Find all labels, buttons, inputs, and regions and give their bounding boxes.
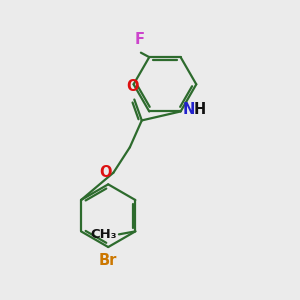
Text: O: O [127, 79, 139, 94]
Text: N: N [183, 103, 195, 118]
Text: CH₃: CH₃ [90, 228, 116, 241]
Text: O: O [99, 165, 111, 180]
Text: F: F [134, 32, 144, 47]
Text: H: H [194, 103, 206, 118]
Text: Br: Br [99, 253, 117, 268]
